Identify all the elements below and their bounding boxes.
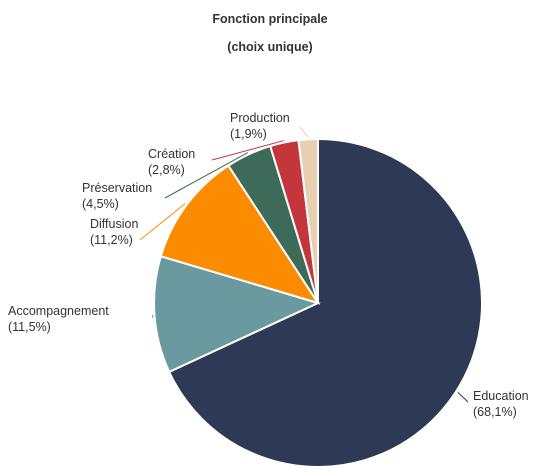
slice-percent-label: (11,5%)	[8, 320, 51, 334]
pie-slice-education	[167, 137, 483, 466]
pie-slice-accompagnement	[153, 255, 321, 374]
chart-title: Fonction principale	[212, 12, 328, 26]
slice-label: Diffusion	[90, 217, 138, 231]
pie-slice-production	[297, 137, 319, 304]
leader-line	[151, 314, 154, 319]
slice-label: Production	[230, 111, 290, 125]
leader-line	[457, 392, 469, 403]
slice-percent-label: (11,2%)	[90, 233, 133, 247]
slice-label: Accompagnement	[8, 304, 109, 318]
slice-percent-label: (4,5%)	[82, 197, 119, 211]
leader-line	[139, 203, 186, 241]
pie-slice-diffusion	[159, 164, 321, 305]
chart-subtitle: (choix unique)	[227, 40, 313, 54]
slice-label: Préservation	[82, 181, 152, 195]
slice-percent-label: (2,8%)	[148, 163, 185, 177]
slice-label: Education	[473, 389, 529, 403]
leader-line	[164, 152, 249, 199]
slice-percent-label: (1,9%)	[230, 127, 267, 141]
slice-percent-label: (68,1%)	[473, 405, 517, 419]
leader-line	[211, 140, 284, 161]
slice-label: Création	[148, 147, 195, 161]
leader-line	[299, 126, 309, 138]
